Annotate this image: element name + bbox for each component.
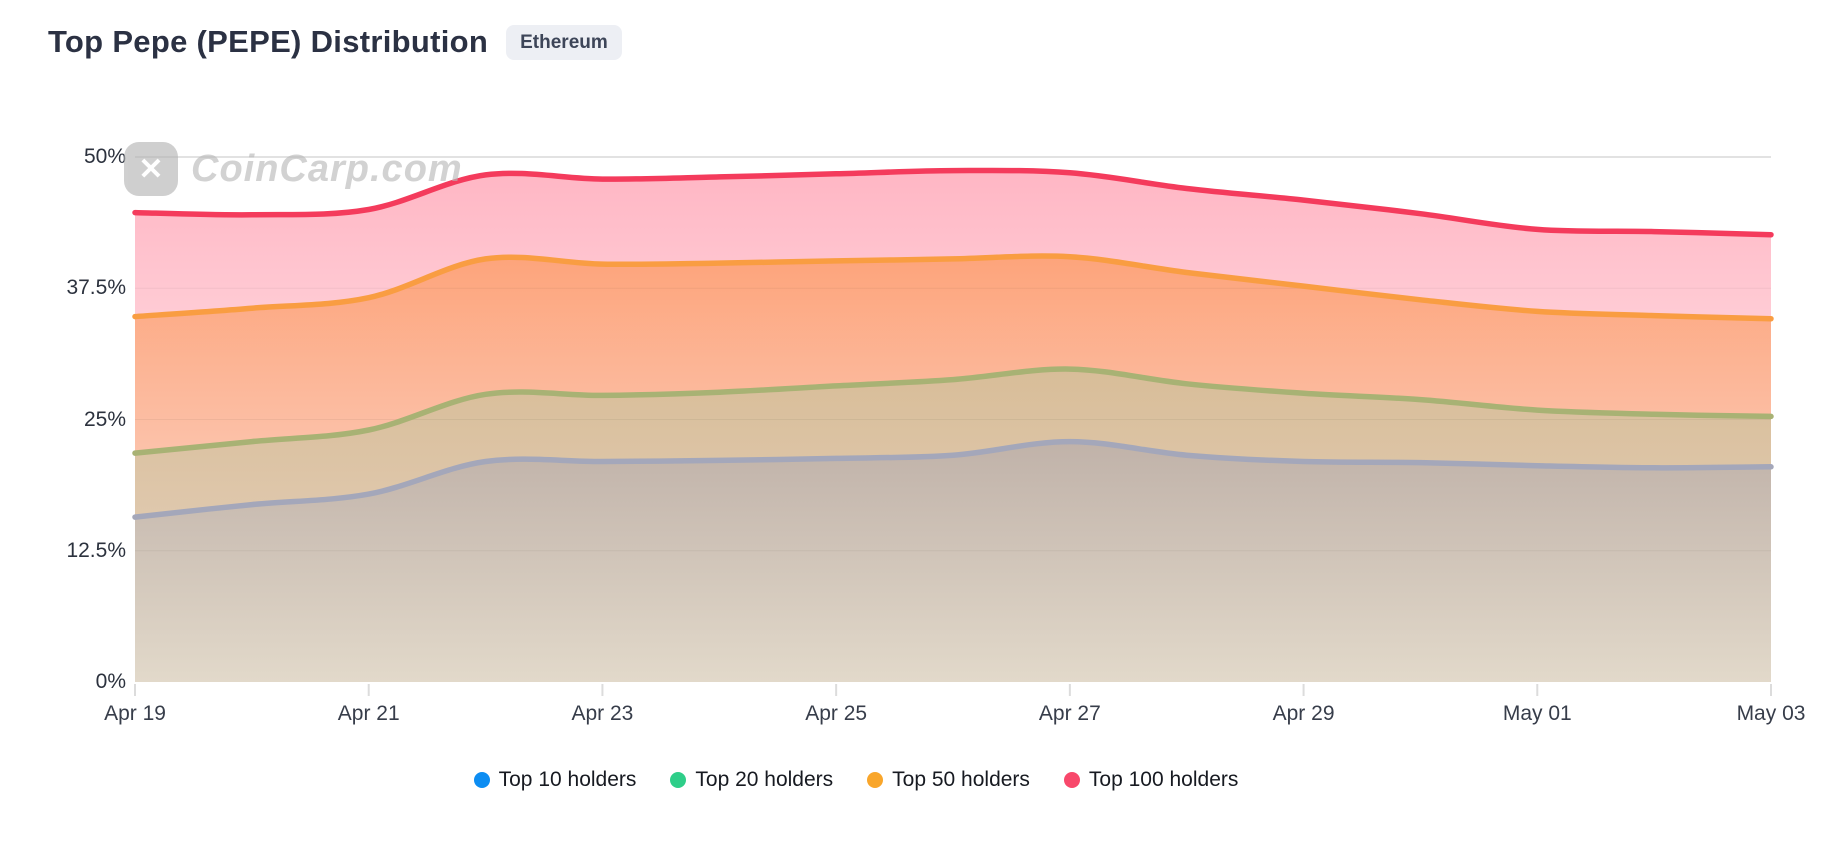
legend-label: Top 100 holders [1088,768,1239,791]
network-badge: Ethereum [506,24,622,60]
legend-item-top-100-holders[interactable]: Top 100 holders [1063,768,1239,792]
y-axis-label: 12.5% [66,538,126,562]
x-axis-label: Apr 29 [1272,702,1335,725]
x-axis-label: May 01 [1502,702,1572,725]
y-axis-label: 37.5% [66,276,126,300]
legend-item-top-10-holders[interactable]: Top 10 holders [473,768,637,792]
legend-label: Top 50 holders [892,768,1030,791]
x-axis-label: May 03 [1736,702,1806,725]
legend-dot-icon [670,772,687,788]
x-axis-label: Apr 19 [104,702,166,725]
chart-legend: Top 10 holders Top 20 holders Top 50 hol… [0,768,1712,792]
x-axis-label: Apr 21 [337,702,400,725]
y-axis-label: 25% [83,407,126,431]
legend-label: Top 10 holders [498,768,637,791]
legend-item-top-20-holders[interactable]: Top 20 holders [670,768,833,792]
y-axis-label: 50% [83,145,126,168]
page-title: Top Pepe (PEPE) Distribution [48,24,489,59]
legend-dot-icon [1063,772,1080,788]
x-axis-label: Apr 25 [805,702,868,725]
legend-dot-icon [473,772,490,788]
legend-dot-icon [867,772,884,788]
legend-label: Top 20 holders [695,768,834,791]
legend-item-top-50-holders[interactable]: Top 50 holders [867,768,1030,792]
chart-header: Top Pepe (PEPE) Distribution Ethereum [48,24,622,60]
x-axis-label: Apr 23 [571,702,634,725]
y-axis-label: 0% [95,670,126,693]
x-axis-label: Apr 27 [1038,702,1101,725]
